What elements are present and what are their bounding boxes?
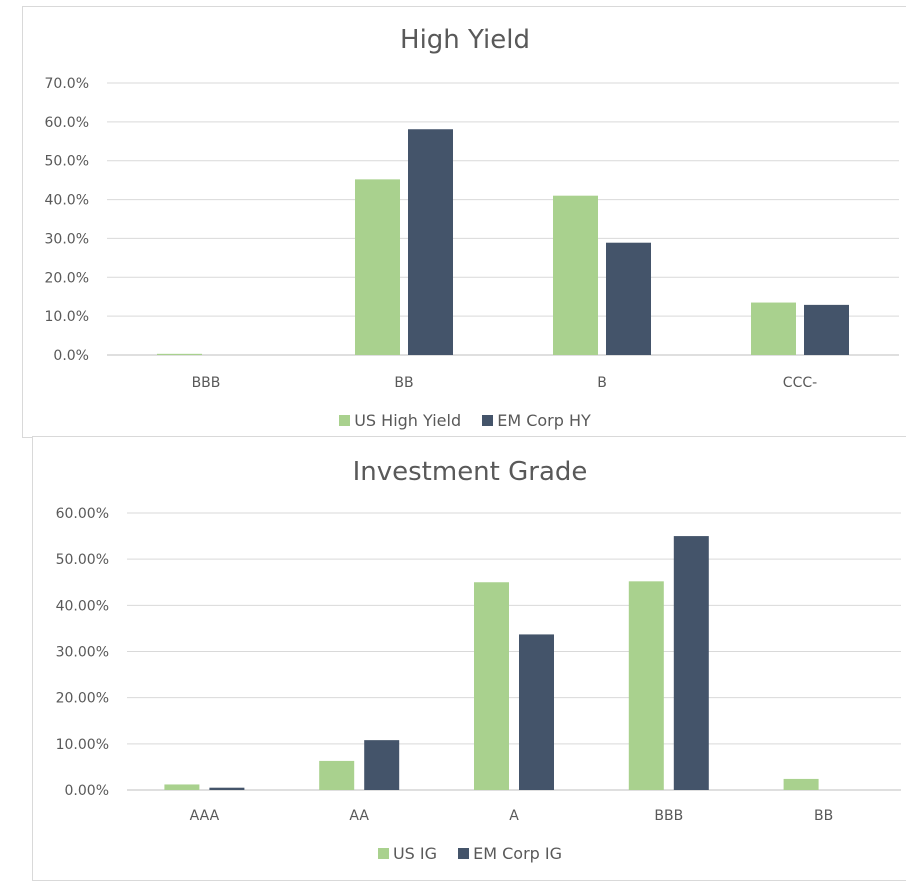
investment-grade-chart: Investment Grade 0.00% 10.00% 20.00% 30.00%… bbox=[32, 436, 906, 881]
legend-swatch bbox=[458, 848, 470, 859]
bar-series1 bbox=[164, 784, 200, 790]
x-tick-label: BB bbox=[394, 375, 413, 391]
chart-title: High Yield bbox=[400, 25, 530, 55]
y-tick-label: 0.0% bbox=[53, 348, 89, 364]
y-tick-label: 30.00% bbox=[56, 645, 109, 661]
legend-item: EM Corp IG bbox=[458, 844, 562, 863]
bar-series2 bbox=[519, 634, 554, 790]
y-tick-label: 0.00% bbox=[65, 783, 109, 799]
y-tick-label: 60.00% bbox=[56, 506, 109, 522]
bar-series1 bbox=[628, 581, 664, 790]
y-tick-label: 40.0% bbox=[45, 193, 89, 209]
x-tick-label: A bbox=[509, 808, 519, 824]
x-tick-label: BBB bbox=[192, 375, 221, 391]
bar-series1 bbox=[783, 778, 819, 790]
legend-label: US High Yield bbox=[354, 411, 462, 430]
legend-label: US IG bbox=[392, 844, 438, 863]
bar-series1 bbox=[474, 582, 509, 790]
bar-series2 bbox=[606, 242, 651, 355]
x-tick-label: B bbox=[597, 375, 607, 391]
bar-series1 bbox=[751, 302, 796, 355]
high-yield-plot: 0.0% 10.0% 20.0% 30.0% 40.0% 50.0% 60.0% 70.0% B… bbox=[45, 76, 899, 391]
bar-series2 bbox=[209, 787, 245, 790]
y-tick-label: 30.0% bbox=[45, 231, 89, 247]
y-tick-label: 70.0% bbox=[45, 76, 89, 92]
legend-item: EM Corp HY bbox=[482, 411, 591, 430]
bar-series2 bbox=[804, 304, 849, 355]
chart-legend: US High Yield EM Corp HY bbox=[23, 411, 906, 430]
legend-swatch bbox=[482, 415, 494, 426]
y-tick-label: 20.0% bbox=[45, 270, 89, 286]
y-tick-label: 40.00% bbox=[56, 598, 109, 614]
legend-swatch bbox=[377, 848, 389, 859]
bar-series1 bbox=[319, 760, 355, 790]
x-tick-label: BBB bbox=[654, 808, 683, 824]
bar-series2 bbox=[673, 536, 709, 790]
x-tick-label: AAA bbox=[190, 808, 220, 824]
investment-grade-plot: 0.00% 10.00% 20.00% 30.00% 40.00% 50.00% 60.00… bbox=[56, 506, 901, 824]
legend-item: US IG bbox=[377, 844, 438, 863]
legend-swatch bbox=[339, 415, 351, 426]
legend-label: EM Corp IG bbox=[473, 844, 563, 863]
chart-legend: US IG EM Corp IG bbox=[33, 844, 906, 863]
bar-series1 bbox=[157, 353, 202, 355]
bar-series1 bbox=[355, 179, 400, 355]
y-tick-label: 10.0% bbox=[45, 309, 89, 325]
bar-series2 bbox=[408, 129, 453, 355]
y-tick-label: 10.00% bbox=[56, 737, 109, 753]
chart-title: Investment Grade bbox=[352, 457, 588, 487]
x-tick-label: BB bbox=[814, 808, 833, 824]
x-tick-label: AA bbox=[349, 808, 369, 824]
y-tick-label: 60.0% bbox=[45, 115, 89, 131]
legend-item: US High Yield bbox=[339, 411, 461, 430]
bar-series1 bbox=[553, 195, 598, 355]
legend-label: EM Corp HY bbox=[497, 411, 591, 430]
y-tick-label: 50.00% bbox=[56, 552, 109, 568]
bar-series2 bbox=[364, 740, 400, 790]
y-tick-label: 50.0% bbox=[45, 154, 89, 170]
high-yield-chart: High Yield 0.0% 10.0% 20.0% 30.0% 40.0% 50.0%… bbox=[22, 6, 906, 438]
x-tick-label: CCC- bbox=[783, 375, 817, 391]
y-tick-label: 20.00% bbox=[56, 691, 109, 707]
